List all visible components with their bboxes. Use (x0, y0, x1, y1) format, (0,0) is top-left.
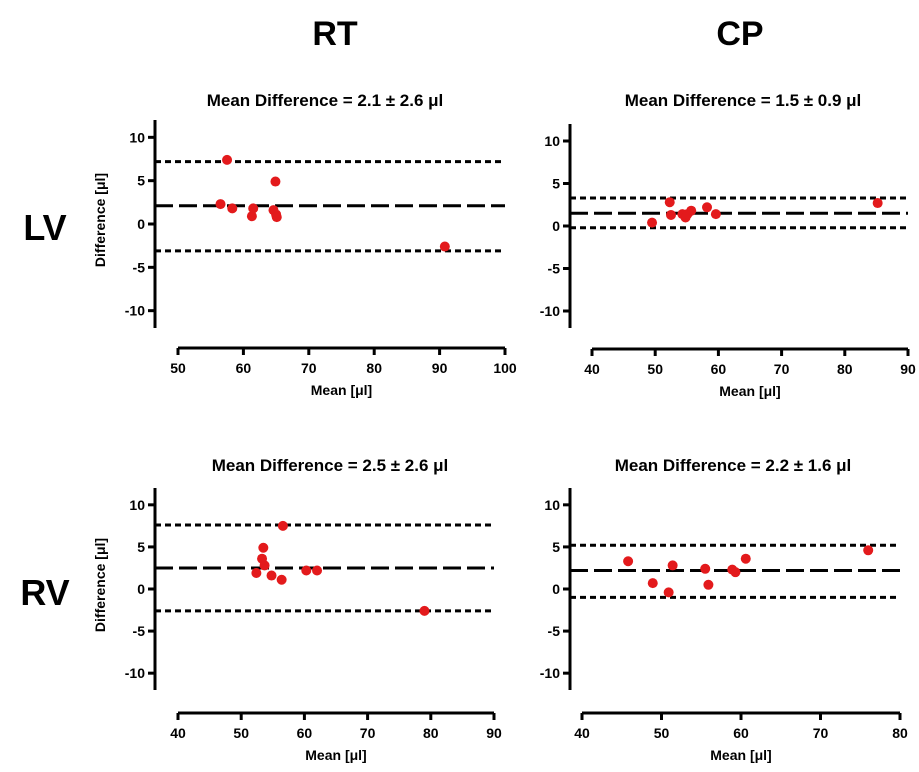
chart-panel-1: Mean Difference = 2.1 ± 2.6 μl1050-5-105… (92, 91, 517, 398)
data-point (872, 198, 883, 209)
x-tick-label: 80 (837, 361, 853, 377)
y-tick-label: -10 (540, 665, 560, 681)
x-tick-label: 60 (733, 725, 749, 741)
x-tick-label: 90 (900, 361, 916, 377)
data-point (663, 587, 674, 598)
y-tick-label: -5 (133, 259, 146, 275)
data-point (270, 176, 281, 187)
data-point (259, 560, 270, 571)
x-tick-label: 100 (493, 360, 517, 376)
data-point (730, 567, 741, 578)
data-point (271, 212, 282, 223)
data-point (419, 605, 430, 616)
x-tick-label: 40 (584, 361, 600, 377)
y-tick-label: 0 (552, 581, 560, 597)
data-point (740, 553, 751, 564)
data-point (666, 209, 676, 220)
data-point (266, 570, 277, 581)
x-tick-label: 50 (654, 725, 670, 741)
y-tick-label: 0 (137, 216, 145, 232)
y-tick-label: -5 (548, 261, 561, 277)
data-point (248, 203, 259, 214)
x-axis-label: Mean [μl] (305, 747, 366, 763)
x-tick-label: 80 (423, 725, 439, 741)
data-point (647, 578, 658, 589)
data-point (215, 199, 226, 210)
x-tick-label: 70 (301, 360, 317, 376)
data-point (258, 542, 269, 553)
data-point (301, 565, 312, 576)
x-tick-label: 70 (813, 725, 829, 741)
x-tick-label: 40 (170, 725, 186, 741)
chart-title: Mean Difference = 1.5 ± 0.9 μl (625, 91, 862, 110)
y-tick-label: 5 (137, 173, 145, 189)
y-axis-label: Difference [μl] (92, 173, 108, 267)
x-tick-label: 60 (711, 361, 727, 377)
data-point (222, 154, 233, 165)
y-tick-label: 5 (552, 539, 560, 555)
chart-title: Mean Difference = 2.2 ± 1.6 μl (615, 456, 852, 475)
chart-panel-4: Mean Difference = 2.2 ± 1.6 μl1050-5-104… (540, 456, 908, 763)
y-tick-label: 5 (137, 539, 145, 555)
x-tick-label: 60 (236, 360, 252, 376)
x-tick-label: 50 (233, 725, 249, 741)
data-point (227, 203, 238, 214)
column-header-cp: CP (716, 15, 763, 53)
y-tick-label: 0 (137, 581, 145, 597)
x-axis-label: Mean [μl] (719, 383, 780, 399)
data-point (277, 520, 288, 531)
x-tick-label: 50 (647, 361, 663, 377)
y-tick-label: 10 (544, 133, 560, 149)
column-header-rt: RT (312, 15, 358, 53)
y-tick-label: -5 (133, 623, 146, 639)
x-tick-label: 80 (366, 360, 382, 376)
chart-title: Mean Difference = 2.5 ± 2.6 μl (212, 456, 449, 475)
x-tick-label: 90 (486, 725, 502, 741)
data-point (686, 205, 697, 216)
y-tick-label: 10 (129, 129, 145, 145)
row-header-rv: RV (20, 572, 69, 613)
data-point (710, 209, 721, 220)
y-tick-label: -5 (548, 623, 561, 639)
data-point (312, 565, 323, 576)
data-point (667, 560, 678, 571)
data-point (251, 568, 262, 579)
y-tick-label: -10 (540, 303, 560, 319)
y-tick-label: -10 (125, 303, 145, 319)
x-tick-label: 50 (170, 360, 186, 376)
x-axis-label: Mean [μl] (710, 747, 771, 763)
data-point (863, 545, 874, 556)
chart-panel-2: Mean Difference = 1.5 ± 0.9 μl1050-5-104… (540, 91, 916, 399)
x-tick-label: 60 (297, 725, 313, 741)
data-point (702, 202, 713, 213)
x-tick-label: 70 (360, 725, 376, 741)
y-tick-label: 10 (129, 497, 145, 513)
data-point (664, 197, 675, 208)
x-tick-label: 40 (574, 725, 590, 741)
data-point (276, 574, 287, 585)
chart-title: Mean Difference = 2.1 ± 2.6 μl (207, 91, 444, 110)
y-tick-label: 10 (544, 497, 560, 513)
data-point (623, 556, 634, 567)
row-header-lv: LV (23, 207, 66, 248)
data-point (647, 217, 658, 228)
y-axis-label: Difference [μl] (92, 538, 108, 632)
x-tick-label: 90 (432, 360, 448, 376)
data-point (703, 579, 714, 590)
y-tick-label: -10 (125, 665, 145, 681)
x-axis-label: Mean [μl] (311, 382, 372, 398)
y-tick-label: 0 (552, 218, 560, 234)
x-tick-label: 80 (892, 725, 908, 741)
x-tick-label: 70 (774, 361, 790, 377)
data-point (439, 241, 450, 252)
y-tick-label: 5 (552, 176, 560, 192)
chart-panel-3: Mean Difference = 2.5 ± 2.6 μl1050-5-104… (92, 456, 502, 763)
data-point (246, 211, 257, 222)
data-point (700, 563, 711, 574)
